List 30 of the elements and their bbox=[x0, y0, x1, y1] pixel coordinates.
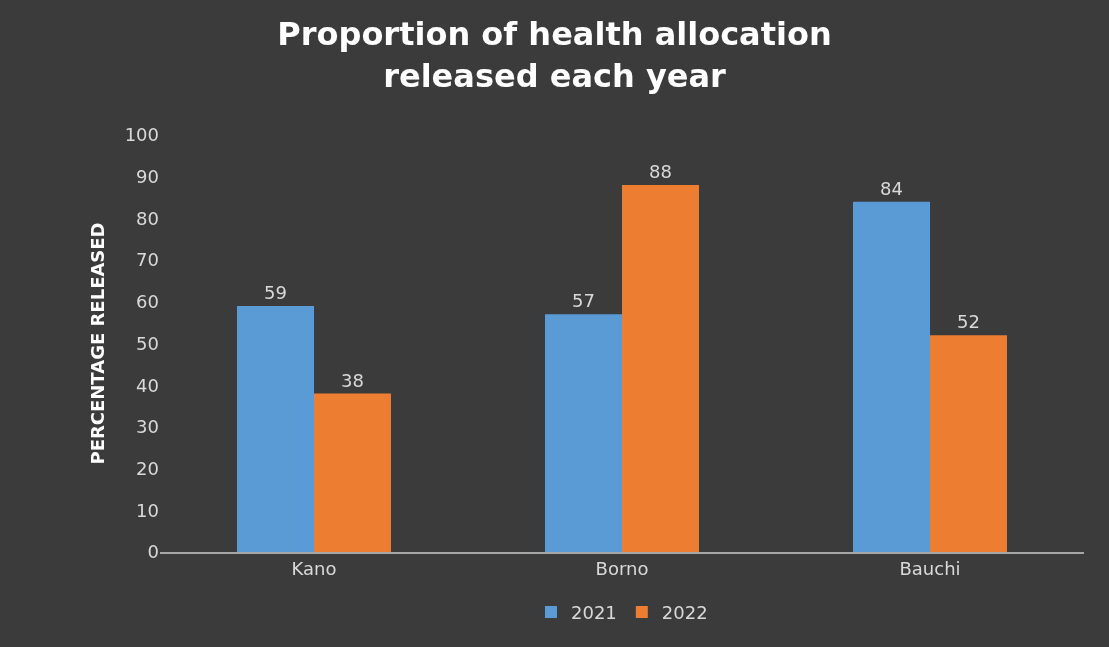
data-label: 38 bbox=[341, 369, 364, 391]
data-label: 88 bbox=[649, 161, 672, 183]
bar bbox=[237, 305, 314, 552]
y-tick-label: 20 bbox=[136, 457, 159, 479]
y-tick-label: 100 bbox=[124, 124, 159, 146]
x-tick-label: Bauchi bbox=[899, 558, 961, 580]
bar bbox=[930, 335, 1007, 552]
bar bbox=[853, 201, 930, 552]
bar bbox=[622, 185, 699, 552]
bar bbox=[314, 393, 391, 552]
x-tick-label: Kano bbox=[291, 558, 337, 580]
y-tick-label: 40 bbox=[136, 374, 159, 396]
data-label: 59 bbox=[264, 281, 287, 303]
data-label: 57 bbox=[572, 290, 595, 312]
y-tick-label: 90 bbox=[136, 166, 159, 187]
x-tick-label: Borno bbox=[595, 558, 649, 580]
y-tick-label: 70 bbox=[136, 249, 159, 271]
y-tick-label: 80 bbox=[136, 207, 159, 229]
y-axis-title: PERCENTAGE RELEASED bbox=[86, 222, 108, 465]
y-tick-label: 50 bbox=[136, 332, 159, 354]
y-tick-label: 10 bbox=[136, 499, 159, 521]
legend-label: 2022 bbox=[661, 601, 708, 623]
y-tick-label: 0 bbox=[147, 541, 159, 563]
chart-title: Proportion of health allocation released each year bbox=[277, 15, 832, 95]
y-tick-label: 30 bbox=[136, 416, 159, 438]
legend-label: 2021 bbox=[571, 601, 617, 623]
data-label: 52 bbox=[957, 311, 980, 333]
y-tick-label: 60 bbox=[136, 291, 159, 313]
bar bbox=[545, 314, 622, 552]
data-label: 84 bbox=[880, 177, 903, 199]
